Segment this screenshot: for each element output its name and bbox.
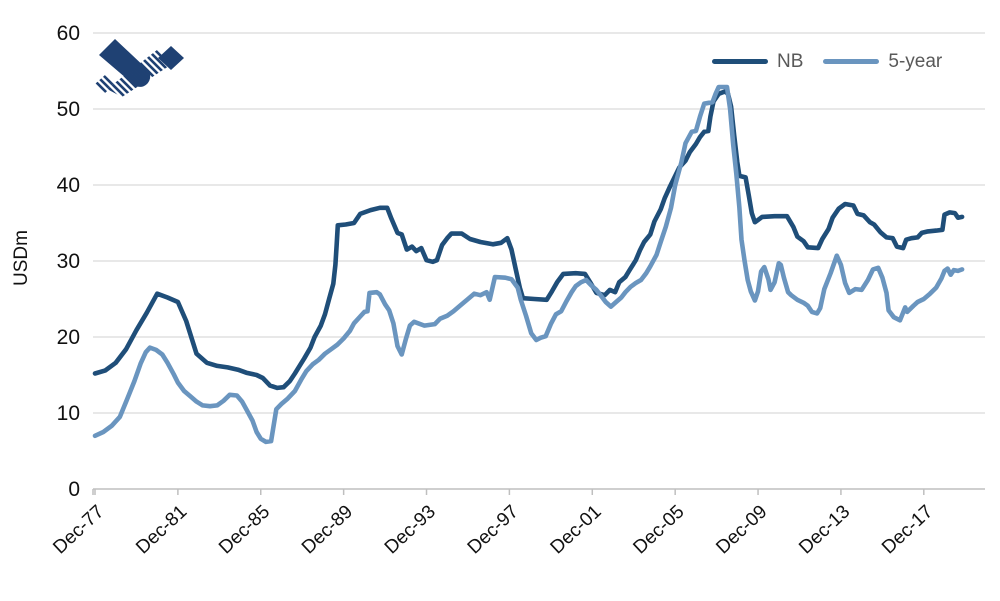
x-tick-label: Dec-77 (49, 501, 108, 558)
x-tick-label: Dec-01 (547, 501, 606, 558)
crossed-ribbons-logo-icon (95, 39, 184, 97)
legend-label-nb: NB (777, 51, 804, 72)
y-tick-label: 30 (57, 250, 80, 273)
y-axis-title: USDm (11, 230, 32, 286)
y-tick-label: 0 (68, 478, 80, 501)
legend-label-5year: 5-year (888, 51, 943, 72)
x-tick-label: Dec-09 (712, 501, 771, 558)
x-tick-label: Dec-93 (381, 501, 440, 558)
y-tick-label: 40 (57, 174, 80, 197)
series-line-nb (92, 89, 965, 391)
y-tick-label: 60 (57, 22, 80, 45)
legend-item-5year[interactable]: 5-year (823, 52, 942, 71)
x-tick-label: Dec-05 (629, 501, 688, 558)
x-tick-label: Dec-89 (298, 501, 357, 558)
x-tick-label: Dec-17 (878, 501, 937, 558)
nb-line-swatch (712, 59, 768, 64)
x-tick-label: Dec-81 (132, 501, 191, 558)
legend: NB 5-year (712, 52, 942, 71)
y-tick-label: 20 (57, 326, 80, 349)
series-line-5-year (92, 84, 965, 445)
five-year-line-swatch (823, 59, 880, 64)
y-tick-label: 50 (57, 98, 80, 121)
x-tick-label: Dec-85 (215, 501, 274, 558)
logo (93, 37, 187, 97)
y-tick-label: 10 (57, 402, 80, 425)
legend-item-nb[interactable]: NB (712, 52, 803, 71)
x-tick-label: Dec-13 (795, 501, 854, 558)
x-tick-label: Dec-97 (464, 501, 523, 558)
